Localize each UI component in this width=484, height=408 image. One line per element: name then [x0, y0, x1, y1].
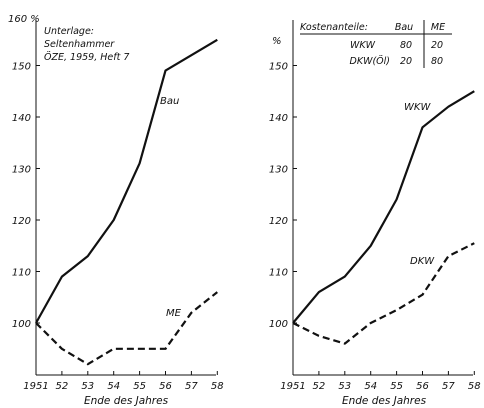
right-series [292, 90, 475, 345]
left-x-axis-title: Ende des Jahres [84, 395, 169, 407]
chart-right: % Kostenanteile: Bau ME WKW 80 20 DKW(Öl… [269, 20, 481, 407]
right-y-tick-label-0: 100 [269, 319, 288, 330]
right-series-label-dkw: DKW [410, 256, 435, 267]
left-source-note-line-2: Seltenhammer [44, 39, 115, 50]
left-x-ticks: 1951 52 53 54 55 56 57 58 [23, 371, 224, 392]
cost-table-title: Kostenanteile: [300, 22, 368, 33]
left-x-tick-label-5: 56 [159, 381, 172, 392]
chart-left: 160 % Unterlage: Seltenhammer ÖZE, 1959,… [8, 14, 224, 407]
right-x-tick-label-5: 56 [416, 381, 429, 392]
cost-table-row-dkw-label: DKW(Öl) [350, 56, 390, 67]
left-x-tick-label-2: 53 [81, 381, 94, 392]
left-y-tick-label-0: 100 [12, 319, 31, 330]
cost-table-col-bau: Bau [395, 22, 413, 33]
left-source-note-line-3: ÖZE, 1959, Heft 7 [44, 52, 129, 63]
cost-table-col-me: ME [431, 22, 445, 33]
right-x-axis-title: Ende des Jahres [342, 395, 427, 407]
left-series-bau-line [35, 38, 218, 324]
left-x-tick-label-0: 1951 [23, 381, 48, 392]
right-cost-table: Kostenanteile: Bau ME WKW 80 20 DKW(Öl) … [300, 20, 452, 68]
right-x-tick-label-0: 1951 [280, 381, 305, 392]
left-source-note: Unterlage: Seltenhammer ÖZE, 1959, Heft … [44, 26, 129, 63]
left-series-me-line [35, 291, 218, 366]
right-x-tick-label-3: 54 [364, 381, 377, 392]
right-x-tick-label-2: 53 [338, 381, 351, 392]
right-x-tick-label-4: 55 [390, 381, 403, 392]
left-source-note-line-1: Unterlage: [44, 26, 94, 37]
left-series-label-bau: Bau [160, 96, 179, 107]
cost-table-row-dkw-me: 80 [431, 56, 443, 67]
right-y-tick-label-4: 140 [269, 113, 288, 124]
left-x-tick-label-1: 52 [56, 381, 69, 392]
right-y-tick-label-5: 150 [269, 62, 288, 73]
right-series-label-wkw: WKW [404, 102, 431, 113]
left-x-tick-label-3: 54 [107, 381, 120, 392]
left-y-tick-label-4: 140 [12, 113, 31, 124]
right-y-tick-label-3: 130 [269, 165, 288, 176]
left-x-tick-label-6: 57 [185, 381, 198, 392]
left-y-tick-label-3: 130 [12, 165, 31, 176]
right-series-wkw-line [292, 90, 475, 324]
right-series-dkw-line [292, 242, 475, 345]
right-y-ticks: 100 110 120 130 140 150 [269, 62, 297, 330]
cost-table-row-wkw-bau: 80 [400, 40, 412, 51]
left-series [35, 38, 218, 366]
left-x-tick-label-7: 58 [211, 381, 224, 392]
left-x-tick-label-4: 55 [133, 381, 146, 392]
left-y-tick-label-1: 110 [12, 268, 31, 279]
left-y-tick-label-5: 150 [12, 62, 31, 73]
right-x-tick-label-6: 57 [442, 381, 455, 392]
cost-table-row-wkw-label: WKW [350, 40, 376, 51]
right-y-tick-label-2: 120 [269, 216, 288, 227]
left-y-unit-label: 160 % [8, 14, 40, 25]
right-y-unit-label: % [272, 36, 282, 47]
left-y-tick-label-2: 120 [12, 216, 31, 227]
left-series-label-me: ME [166, 308, 182, 319]
cost-table-row-dkw-bau: 20 [400, 56, 412, 67]
right-y-tick-label-1: 110 [269, 268, 288, 279]
cost-table-row-wkw-me: 20 [431, 40, 443, 51]
right-x-tick-label-1: 52 [313, 381, 326, 392]
right-x-ticks: 1951 52 53 54 55 56 57 58 [280, 371, 481, 392]
right-x-tick-label-7: 58 [468, 381, 481, 392]
